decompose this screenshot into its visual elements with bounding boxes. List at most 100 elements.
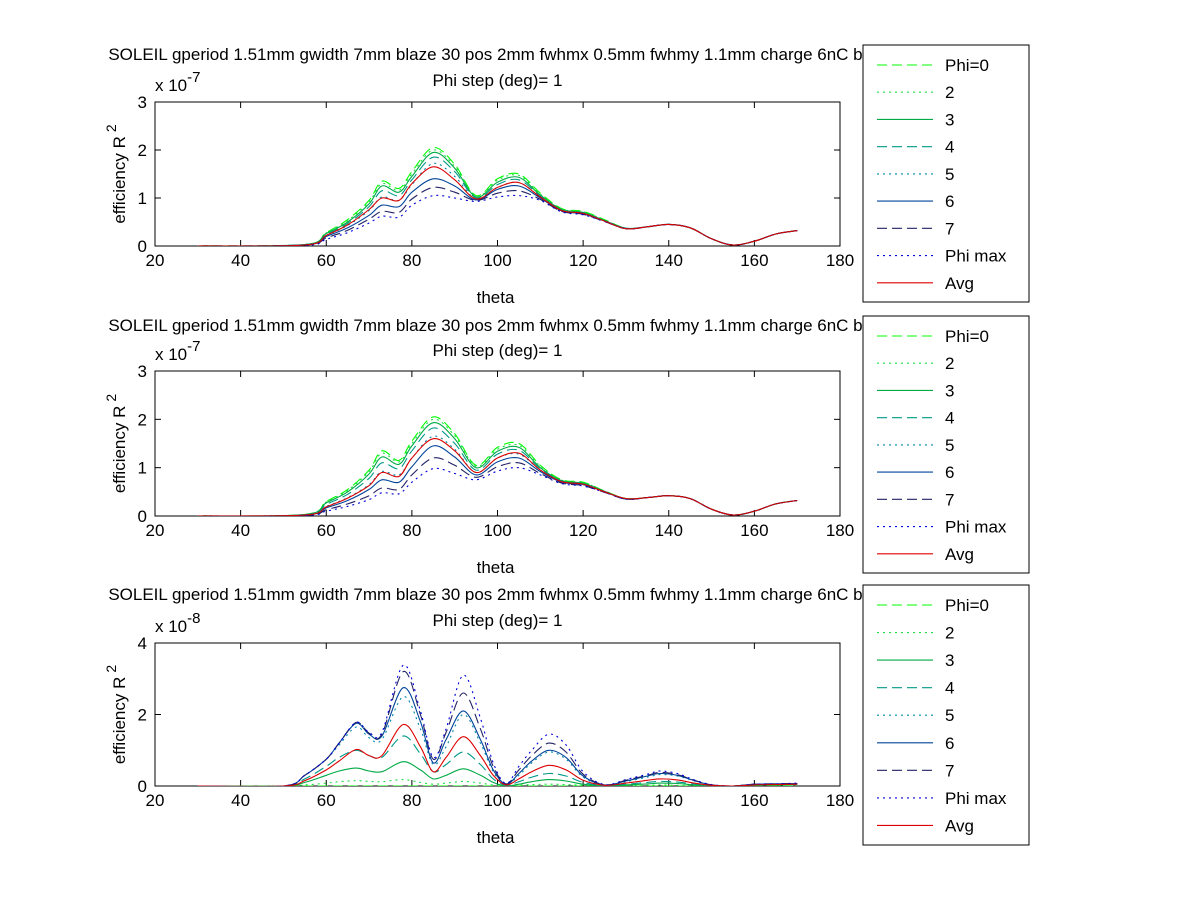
series-group <box>197 664 798 786</box>
series-line-9 <box>197 438 798 516</box>
x-tick-label: 80 <box>402 791 421 810</box>
y-tick-label: 0 <box>138 237 147 256</box>
series-line-2 <box>197 149 798 246</box>
x-tick-label: 40 <box>231 791 250 810</box>
legend-label: 3 <box>945 651 954 670</box>
legend-label: 5 <box>945 436 954 455</box>
legend-label: 3 <box>945 381 954 400</box>
x-tick-label: 100 <box>483 251 511 270</box>
x-tick-label: 80 <box>402 521 421 540</box>
x-tick-label: 40 <box>231 521 250 540</box>
x-tick-label: 20 <box>146 791 165 810</box>
series-line-4 <box>197 735 798 786</box>
series-line-9 <box>197 723 798 786</box>
y-tick-label: 0 <box>138 507 147 526</box>
y-tick-label: 2 <box>138 410 147 429</box>
legend-label: 6 <box>945 463 954 482</box>
legend-label: 4 <box>945 138 954 157</box>
x-tick-label: 100 <box>483 791 511 810</box>
x-tick-label: 60 <box>317 521 336 540</box>
chart-title: SOLEIL gperiod 1.51mm gwidth 7mm blaze 3… <box>108 45 982 64</box>
legend-label: Avg <box>945 545 974 564</box>
series-line-5 <box>197 696 798 786</box>
y-axis-label: efficiency R2 <box>103 665 129 765</box>
x-tick-label: 140 <box>655 791 683 810</box>
legend: Phi=0 2 3 4 5 6 7 Phi max Avg <box>862 584 1030 846</box>
chart-title: SOLEIL gperiod 1.51mm gwidth 7mm blaze 3… <box>108 316 982 335</box>
chart-subtitle: Phi step (deg)= 1 <box>433 611 563 630</box>
series-group <box>197 416 798 516</box>
x-tick-label: 120 <box>569 521 597 540</box>
y-tick-label: 2 <box>138 706 147 725</box>
series-line-9 <box>197 166 798 246</box>
x-tick-label: 160 <box>740 791 768 810</box>
plot-area <box>154 642 841 787</box>
x-axis-label: theta <box>477 828 515 847</box>
x-tick-label: 140 <box>655 521 683 540</box>
legend-label: 4 <box>945 409 954 428</box>
legend-label: Phi max <box>945 789 1007 808</box>
x-tick-label: 180 <box>826 791 854 810</box>
x-tick-label: 160 <box>740 521 768 540</box>
y-multiplier: x 10-7 <box>155 338 200 364</box>
x-tick-label: 40 <box>231 251 250 270</box>
chart-title: SOLEIL gperiod 1.51mm gwidth 7mm blaze 3… <box>108 585 982 604</box>
x-axis-label: theta <box>477 288 515 307</box>
series-line-1 <box>197 416 798 516</box>
y-tick-label: 1 <box>138 189 147 208</box>
legend-label: Phi=0 <box>945 596 989 615</box>
y-tick-label: 3 <box>138 362 147 381</box>
legend-label: 5 <box>945 706 954 725</box>
legend-label: 5 <box>945 165 954 184</box>
y-multiplier: x 10-8 <box>155 610 200 636</box>
y-tick-label: 0 <box>138 777 147 796</box>
x-tick-label: 120 <box>569 251 597 270</box>
chart-subtitle: Phi step (deg)= 1 <box>433 71 563 90</box>
x-tick-label: 80 <box>402 251 421 270</box>
y-tick-label: 3 <box>138 93 147 112</box>
legend-label: 2 <box>945 83 954 102</box>
x-tick-label: 20 <box>146 521 165 540</box>
legend-label: Phi max <box>945 518 1007 537</box>
x-tick-label: 140 <box>655 251 683 270</box>
legend-label: Phi=0 <box>945 327 989 346</box>
y-multiplier: x 10-7 <box>155 69 200 95</box>
x-tick-label: 180 <box>826 251 854 270</box>
x-tick-label: 160 <box>740 251 768 270</box>
y-axis-label: efficiency R2 <box>103 394 129 494</box>
subplot-3: 20 40 60 80 100 120 140 160 180 0 2 4 x 10-8 theta eff… <box>103 584 1030 847</box>
plot-area <box>154 370 841 517</box>
legend-label: 2 <box>945 624 954 643</box>
legend-label: 4 <box>945 679 954 698</box>
y-tick-label: 2 <box>138 141 147 160</box>
plot-area <box>154 101 841 247</box>
series-line-7 <box>197 671 798 786</box>
subplot-1: 20 40 60 80 100 120 140 160 180 0 1 2 3 x 10-7 theta ef… <box>103 44 1030 307</box>
y-axis-label: efficiency R2 <box>103 124 129 224</box>
y-tick-label: 4 <box>138 634 147 653</box>
legend-label: Phi max <box>945 247 1007 266</box>
legend-label: 7 <box>945 761 954 780</box>
x-tick-label: 60 <box>317 251 336 270</box>
legend-label: 3 <box>945 110 954 129</box>
legend: Phi=0 2 3 4 5 6 7 Phi max Avg <box>862 315 1030 574</box>
series-line-3 <box>197 761 798 786</box>
x-tick-label: 100 <box>483 521 511 540</box>
x-tick-label: 20 <box>146 251 165 270</box>
x-axis-label: theta <box>477 558 515 577</box>
subplot-2: 20 40 60 80 100 120 140 160 180 0 1 2 3 x 10-7 theta ef… <box>103 315 1030 577</box>
x-tick-label: 180 <box>826 521 854 540</box>
legend-label: 6 <box>945 734 954 753</box>
legend-label: 6 <box>945 192 954 211</box>
series-group <box>197 147 798 246</box>
x-tick-label: 120 <box>569 791 597 810</box>
legend-label: Phi=0 <box>945 56 989 75</box>
legend-label: Avg <box>945 816 974 835</box>
chart-subtitle: Phi step (deg)= 1 <box>433 341 563 360</box>
legend-label: Avg <box>945 274 974 293</box>
legend-label: 7 <box>945 490 954 509</box>
y-tick-label: 1 <box>138 459 147 478</box>
series-line-2 <box>197 418 798 516</box>
legend-label: 2 <box>945 354 954 373</box>
